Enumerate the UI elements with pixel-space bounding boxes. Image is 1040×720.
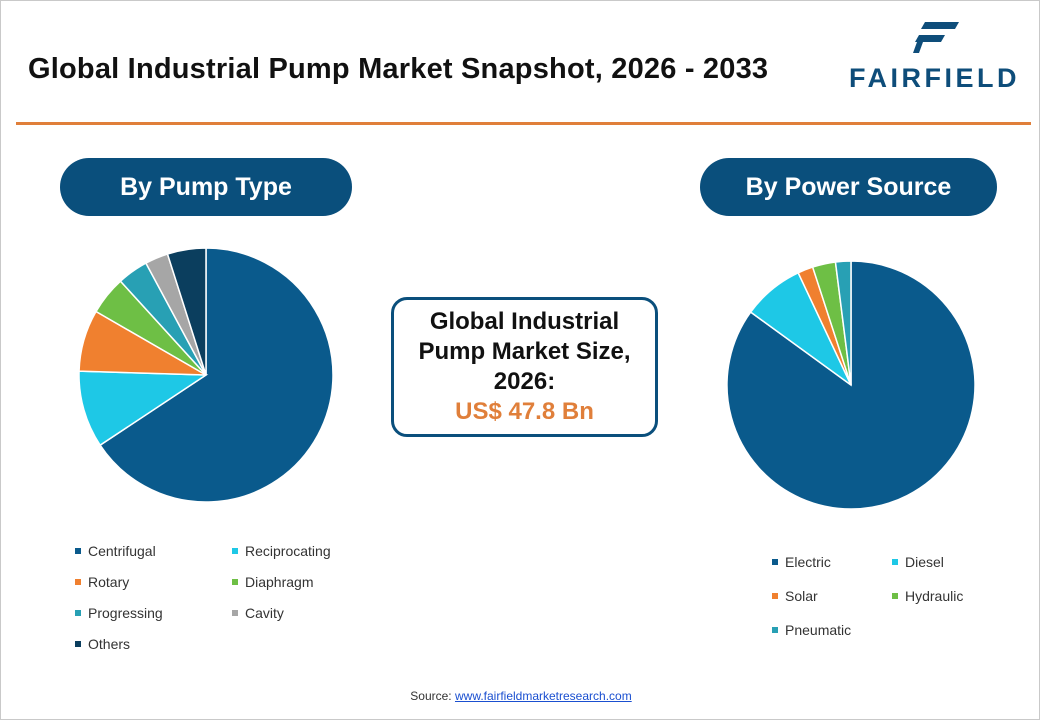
header-divider <box>16 122 1031 125</box>
source-credit: Source: www.fairfieldmarketresearch.com <box>1 689 1040 703</box>
pump-type-legend-label: Reciprocating <box>245 543 331 559</box>
pump-type-legend-item: Progressing <box>75 605 163 621</box>
power-source-legend-swatch <box>772 627 778 633</box>
pump-type-slice-others <box>166 247 207 376</box>
pump-type-legend-item: Cavity <box>232 605 284 621</box>
pump-type-legend-swatch <box>232 579 238 585</box>
page-title: Global Industrial Pump Market Snapshot, … <box>28 53 769 85</box>
pump-type-legend-swatch <box>232 610 238 616</box>
pump-type-heading: By Pump Type <box>60 158 352 216</box>
power-source-legend-item: Pneumatic <box>772 622 851 638</box>
pump-type-legend-item: Others <box>75 636 130 652</box>
pump-type-legend-item: Rotary <box>75 574 129 590</box>
power-source-legend-label: Hydraulic <box>905 588 964 604</box>
pump-type-legend-label: Cavity <box>245 605 284 621</box>
market-size-callout: Global Industrial Pump Market Size, 2026… <box>391 297 658 437</box>
pump-type-legend-item: Centrifugal <box>75 543 156 559</box>
power-source-legend-label: Solar <box>785 588 818 604</box>
pump-type-legend-swatch <box>75 548 81 554</box>
power-source-pie-chart <box>726 260 976 510</box>
pump-type-legend-label: Rotary <box>88 574 130 590</box>
pump-type-legend-swatch <box>75 610 81 616</box>
pump-type-legend-swatch <box>232 548 238 554</box>
power-source-legend-item: Solar <box>772 588 818 604</box>
power-source-legend-swatch <box>772 593 778 599</box>
pump-type-legend-label: Centrifugal <box>88 543 156 559</box>
power-source-legend-label: Electric <box>785 554 831 570</box>
power-source-legend-item: Hydraulic <box>892 588 963 604</box>
pump-type-pie-chart <box>78 247 334 503</box>
power-source-legend-swatch <box>892 593 898 599</box>
power-source-legend-label: Diesel <box>905 554 944 570</box>
source-label: Source: <box>410 689 452 703</box>
pump-type-legend-label: Progressing <box>88 605 163 621</box>
pump-type-legend-swatch <box>75 641 81 647</box>
logo-wordmark: FAIRFIELD <box>849 63 1020 93</box>
pump-type-legend-item: Reciprocating <box>232 543 331 559</box>
market-size-value: US$ 47.8 Bn <box>455 398 594 425</box>
pump-type-slice-reciprocating <box>78 370 209 447</box>
power-source-heading: By Power Source <box>700 158 997 216</box>
pump-type-legend-label: Diaphragm <box>245 574 314 590</box>
pump-type-legend-item: Diaphragm <box>232 574 313 590</box>
market-size-label: Global Industrial Pump Market Size, 2026… <box>418 308 631 395</box>
power-source-slice-pneumatic <box>834 260 852 386</box>
pump-type-legend-label: Others <box>88 636 131 652</box>
power-source-legend-item: Electric <box>772 554 831 570</box>
pump-type-slice-centrifugal <box>99 247 334 503</box>
source-link[interactable]: www.fairfieldmarketresearch.com <box>454 689 632 703</box>
fairfield-logo: FAIRFIELD <box>849 19 1029 93</box>
power-source-legend-label: Pneumatic <box>785 622 852 638</box>
power-source-legend-swatch <box>772 559 778 565</box>
power-source-legend-swatch <box>892 559 898 565</box>
pump-type-legend-swatch <box>75 579 81 585</box>
fairfield-logo-mark-icon <box>913 22 959 53</box>
power-source-legend-item: Diesel <box>892 554 944 570</box>
